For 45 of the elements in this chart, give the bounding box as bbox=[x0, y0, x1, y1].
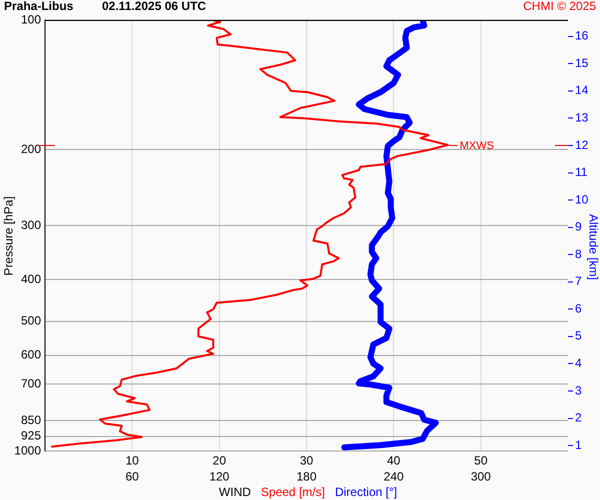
x-tick-label: 20 bbox=[212, 454, 226, 468]
y2-tick-label: 2 bbox=[575, 410, 582, 425]
y-tick-label: 100 bbox=[20, 12, 42, 26]
y2-tick-label: 11 bbox=[575, 165, 588, 180]
y2-tick-label: 8 bbox=[575, 246, 582, 261]
x2-tick-label: 120 bbox=[209, 470, 230, 484]
y-axis-title: Pressure [hPa] bbox=[2, 196, 16, 276]
x-tick-label: 10 bbox=[125, 454, 140, 468]
annotation: MXWS bbox=[460, 140, 494, 152]
y2-tick-label: 10 bbox=[575, 192, 589, 206]
y2-tick-label: 16 bbox=[575, 28, 589, 43]
chart-title: Praha-Libus bbox=[4, 0, 74, 13]
y2-tick-label: 13 bbox=[575, 110, 589, 125]
y-tick-label: 200 bbox=[20, 142, 42, 156]
y2-tick-label: 7 bbox=[575, 274, 582, 288]
x-axis-title: WIND bbox=[218, 485, 251, 499]
y-tick-label: 1000 bbox=[14, 443, 42, 458]
y-tick-label: 925 bbox=[20, 428, 42, 443]
y-tick-label: 600 bbox=[20, 348, 42, 362]
y2-tick-label: 14 bbox=[575, 83, 589, 98]
x-tick-label: 30 bbox=[300, 454, 314, 468]
y2-tick-label: 9 bbox=[575, 220, 582, 234]
x2-tick-label: 180 bbox=[296, 470, 317, 484]
x-tick-label: 50 bbox=[474, 454, 488, 468]
y-tick-label: 500 bbox=[20, 314, 42, 328]
y2-tick-label: 4 bbox=[575, 356, 582, 370]
y-tick-label: 850 bbox=[20, 412, 42, 427]
y-tick-label: 300 bbox=[20, 218, 42, 232]
x2-tick-label: 60 bbox=[125, 470, 140, 484]
y2-tick-label: 6 bbox=[575, 301, 582, 316]
y2-tick-label: 1 bbox=[575, 438, 582, 452]
y2-tick-label: 12 bbox=[575, 138, 589, 152]
x-tick-label: 40 bbox=[386, 454, 401, 468]
y2-tick-label: 3 bbox=[575, 383, 582, 398]
text: Speed [m/s] bbox=[260, 485, 325, 499]
text: CHMI © 2025 bbox=[523, 0, 596, 13]
y-tick-label: 400 bbox=[20, 272, 42, 286]
x2-tick-label: 300 bbox=[470, 470, 492, 484]
text: Direction [°] bbox=[334, 485, 398, 499]
y2-tick-label: 5 bbox=[575, 328, 582, 343]
y2-axis-title: Altitude [km] bbox=[586, 214, 600, 280]
chart-subtitle: 02.11.2025 06 UTC bbox=[102, 0, 206, 13]
y-tick-label: 700 bbox=[20, 376, 42, 391]
y2-tick-label: 15 bbox=[575, 56, 589, 70]
x2-tick-label: 240 bbox=[384, 470, 404, 484]
